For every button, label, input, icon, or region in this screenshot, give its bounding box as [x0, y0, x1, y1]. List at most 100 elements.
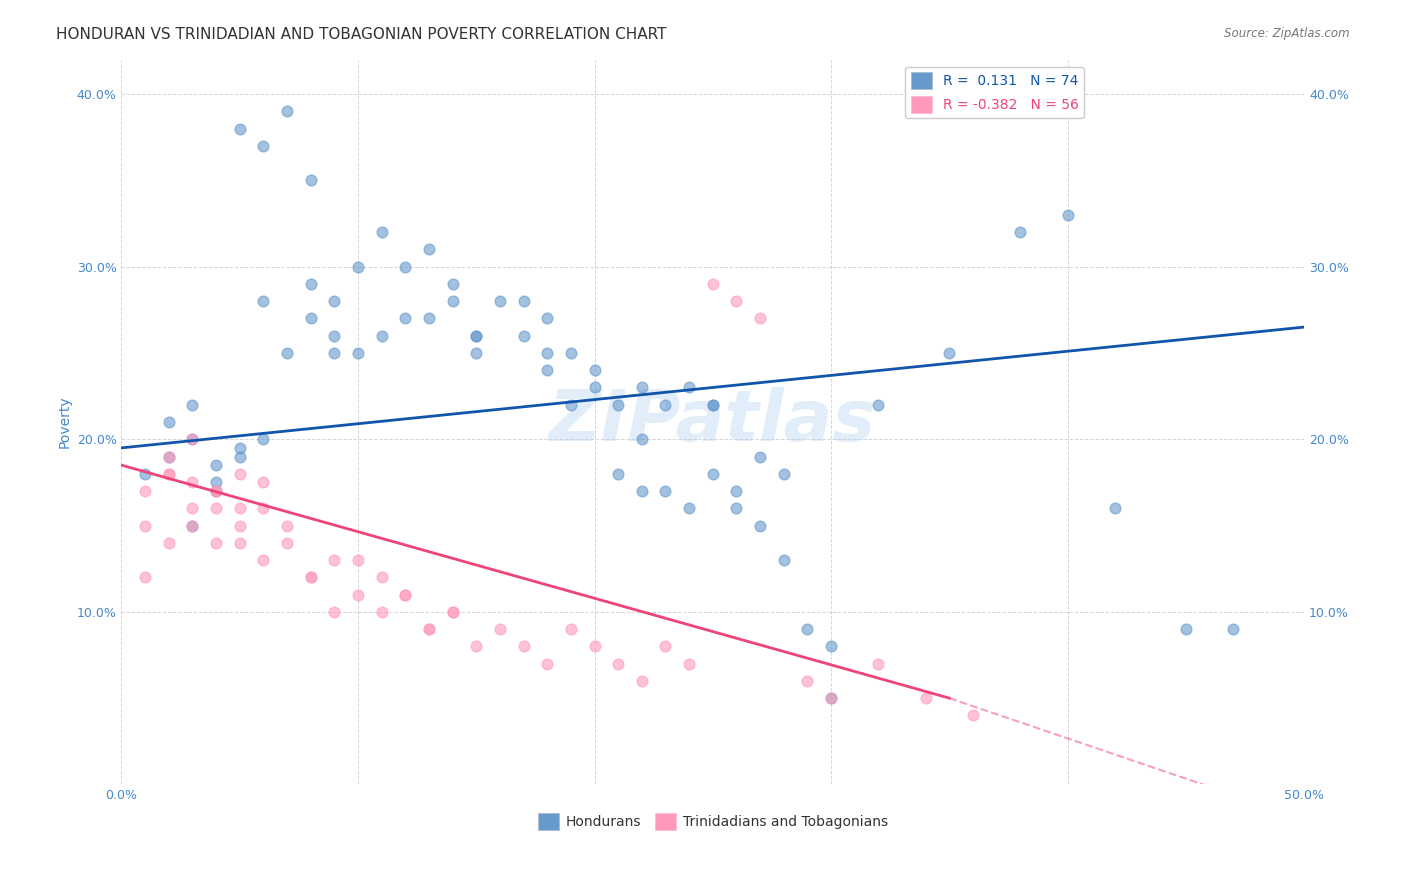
Point — [702, 277, 724, 291]
Point — [134, 483, 156, 498]
Point — [583, 363, 606, 377]
Point — [181, 501, 204, 516]
Point — [418, 622, 440, 636]
Point — [441, 294, 464, 309]
Point — [630, 673, 652, 688]
Point — [1222, 622, 1244, 636]
Point — [654, 640, 676, 654]
Point — [868, 657, 890, 671]
Point — [536, 311, 558, 326]
Point — [252, 294, 274, 309]
Point — [252, 553, 274, 567]
Point — [418, 243, 440, 257]
Point — [134, 467, 156, 481]
Point — [702, 467, 724, 481]
Point — [157, 450, 180, 464]
Point — [536, 346, 558, 360]
Point — [229, 441, 252, 455]
Point — [962, 708, 984, 723]
Point — [394, 588, 416, 602]
Point — [630, 380, 652, 394]
Point — [157, 415, 180, 429]
Point — [938, 346, 960, 360]
Point — [512, 294, 534, 309]
Point — [276, 346, 298, 360]
Point — [205, 501, 228, 516]
Point — [229, 121, 252, 136]
Point — [229, 467, 252, 481]
Point — [630, 483, 652, 498]
Point — [299, 570, 322, 584]
Point — [465, 346, 488, 360]
Point — [252, 475, 274, 490]
Point — [181, 398, 204, 412]
Legend: Hondurans, Trinidadians and Tobagonians: Hondurans, Trinidadians and Tobagonians — [533, 807, 893, 836]
Point — [772, 467, 794, 481]
Point — [134, 570, 156, 584]
Point — [512, 640, 534, 654]
Point — [299, 277, 322, 291]
Point — [394, 588, 416, 602]
Point — [630, 432, 652, 446]
Point — [205, 536, 228, 550]
Point — [181, 518, 204, 533]
Point — [1056, 208, 1078, 222]
Point — [370, 570, 392, 584]
Text: ZIPatlas: ZIPatlas — [550, 387, 876, 457]
Point — [441, 605, 464, 619]
Point — [181, 432, 204, 446]
Point — [678, 501, 700, 516]
Point — [347, 588, 370, 602]
Point — [725, 501, 748, 516]
Point — [796, 673, 818, 688]
Point — [394, 260, 416, 274]
Point — [181, 518, 204, 533]
Point — [157, 467, 180, 481]
Point — [347, 346, 370, 360]
Point — [749, 518, 772, 533]
Point — [465, 328, 488, 343]
Point — [725, 294, 748, 309]
Point — [370, 328, 392, 343]
Point — [749, 450, 772, 464]
Point — [347, 260, 370, 274]
Point — [205, 475, 228, 490]
Point — [370, 225, 392, 239]
Point — [276, 536, 298, 550]
Point — [654, 483, 676, 498]
Point — [441, 605, 464, 619]
Point — [607, 657, 630, 671]
Point — [820, 691, 842, 706]
Point — [323, 346, 346, 360]
Point — [820, 691, 842, 706]
Point — [1174, 622, 1197, 636]
Point — [536, 657, 558, 671]
Point — [347, 553, 370, 567]
Point — [181, 432, 204, 446]
Point — [583, 640, 606, 654]
Point — [323, 605, 346, 619]
Point — [229, 518, 252, 533]
Point — [323, 553, 346, 567]
Text: HONDURAN VS TRINIDADIAN AND TOBAGONIAN POVERTY CORRELATION CHART: HONDURAN VS TRINIDADIAN AND TOBAGONIAN P… — [56, 27, 666, 42]
Text: Source: ZipAtlas.com: Source: ZipAtlas.com — [1225, 27, 1350, 40]
Point — [134, 518, 156, 533]
Point — [323, 294, 346, 309]
Point — [299, 173, 322, 187]
Point — [299, 570, 322, 584]
Point — [678, 657, 700, 671]
Point — [465, 640, 488, 654]
Point — [749, 311, 772, 326]
Point — [205, 483, 228, 498]
Point — [489, 294, 512, 309]
Point — [418, 622, 440, 636]
Point — [252, 139, 274, 153]
Point — [229, 450, 252, 464]
Point — [702, 398, 724, 412]
Point — [796, 622, 818, 636]
Point — [370, 605, 392, 619]
Point — [560, 398, 582, 412]
Y-axis label: Poverty: Poverty — [58, 396, 72, 449]
Point — [205, 483, 228, 498]
Point — [157, 536, 180, 550]
